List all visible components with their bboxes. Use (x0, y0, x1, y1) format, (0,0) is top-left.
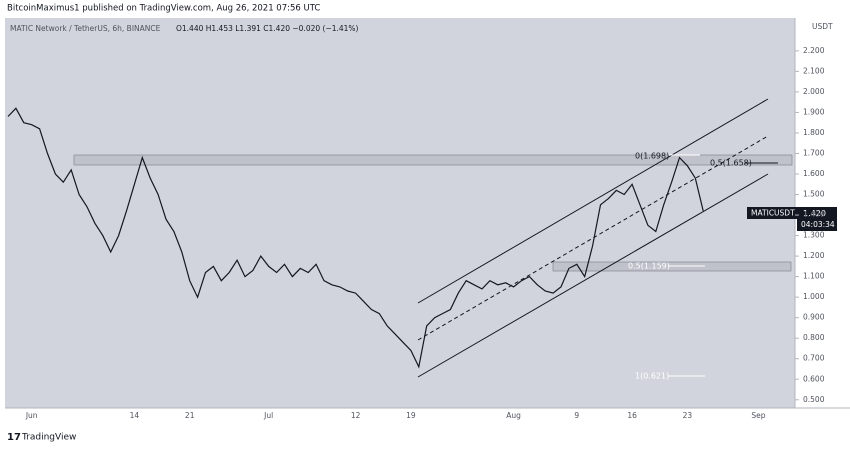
price-tag-label: 1.420 (803, 209, 826, 218)
published-line: BitcoinMaximus1 published on TradingView… (7, 4, 320, 14)
x-tick-label: Jul (263, 411, 273, 420)
y-tick-label: 0.700 (803, 354, 825, 363)
countdown-label: 04:03:34 (801, 220, 835, 229)
y-tick-label: 1.900 (803, 107, 825, 116)
x-tick-label: Aug (506, 411, 521, 420)
price-line (7, 107, 704, 369)
fib-label: 1(0.621) (635, 372, 669, 381)
y-tick-label: 0.600 (803, 374, 825, 383)
fib-label: 0(1.698) (635, 152, 669, 161)
x-tick-label: 9 (574, 411, 579, 420)
y-tick-label: 1.600 (803, 169, 825, 178)
y-tick-label: 0.500 (803, 395, 825, 404)
y-tick-label: 1.500 (803, 190, 825, 199)
x-tick-label: 14 (130, 411, 140, 420)
axis-unit: USDT (812, 22, 833, 31)
y-tick-label: 2.000 (803, 87, 825, 96)
y-tick-label: 0.900 (803, 313, 825, 322)
channel-top (417, 98, 769, 304)
x-tick-label: 12 (351, 411, 361, 420)
x-tick-label: 21 (185, 411, 195, 420)
y-tick-label: 1.300 (803, 231, 825, 240)
x-tick-label: 23 (683, 411, 693, 420)
x-tick-label: Jun (25, 411, 38, 420)
resistance-zone (73, 154, 793, 166)
ohlc-legend: O1.440 H1.453 L1.391 C1.420 −0.020 (−1.4… (176, 24, 359, 33)
fib-label: 0.5(1.159) (628, 262, 670, 271)
price-tag (797, 207, 837, 231)
x-tick-label: 16 (627, 411, 637, 420)
symbol-tag-label: MATICUSDT (751, 209, 795, 218)
y-tick-label: 1.100 (803, 272, 825, 281)
channel-bottom (417, 173, 769, 378)
y-tick-label: 0.800 (803, 333, 825, 342)
fib-label: 0.5(1.658) (710, 159, 752, 168)
x-tick-label: Sep (751, 411, 765, 420)
symbol-title: MATIC Network / TetherUS, 6h, BINANCE (10, 24, 161, 33)
y-tick-label: 2.200 (803, 46, 825, 55)
y-tick-label: 1.800 (803, 128, 825, 137)
logo-mark: 17 (7, 432, 21, 443)
axes: 0.500 0.600 0.700 0.800 0.900 1.000 1.100 1.200… (25, 46, 825, 420)
y-tick-label: 1.200 (803, 251, 825, 260)
y-tick-label: 2.100 (803, 66, 825, 75)
y-tick-label: 1.000 (803, 292, 825, 301)
footer-logo: TradingView (21, 433, 76, 443)
symbol-tag (747, 207, 797, 219)
channel-mid (417, 135, 769, 341)
x-tick-label: 19 (406, 411, 416, 420)
plot-area (5, 18, 795, 408)
y-tick-label: 1.400 (803, 210, 825, 219)
y-tick-label: 1.700 (803, 148, 825, 157)
